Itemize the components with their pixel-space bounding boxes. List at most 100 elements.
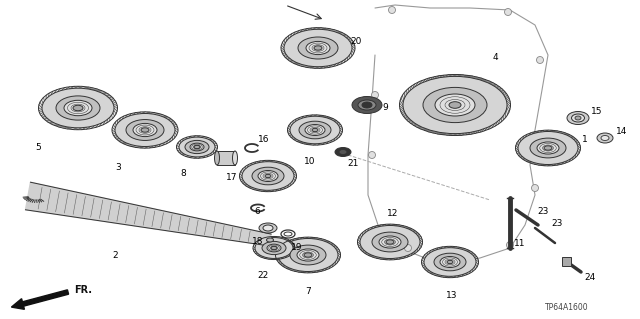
Text: 17: 17 (227, 174, 237, 182)
Ellipse shape (232, 151, 237, 165)
Ellipse shape (255, 238, 293, 258)
Ellipse shape (267, 244, 281, 252)
Ellipse shape (194, 145, 200, 149)
Text: 9: 9 (382, 103, 388, 113)
Ellipse shape (567, 112, 589, 124)
Ellipse shape (597, 133, 613, 143)
Ellipse shape (515, 130, 580, 166)
Text: 5: 5 (35, 144, 41, 152)
Ellipse shape (284, 29, 352, 67)
Ellipse shape (290, 245, 326, 265)
Text: 23: 23 (551, 219, 563, 228)
Ellipse shape (297, 249, 319, 261)
Ellipse shape (386, 240, 394, 244)
Ellipse shape (287, 115, 342, 145)
Circle shape (371, 92, 378, 99)
Ellipse shape (312, 128, 318, 132)
Ellipse shape (422, 246, 479, 278)
Ellipse shape (518, 131, 578, 165)
Text: 6: 6 (254, 206, 260, 216)
Ellipse shape (424, 248, 476, 276)
Ellipse shape (56, 96, 100, 120)
Ellipse shape (133, 123, 157, 137)
Ellipse shape (190, 143, 204, 151)
Ellipse shape (290, 116, 340, 144)
FancyArrow shape (12, 290, 68, 309)
Text: 2: 2 (112, 250, 118, 259)
Ellipse shape (544, 146, 552, 150)
Ellipse shape (275, 237, 340, 273)
Ellipse shape (73, 105, 83, 111)
Ellipse shape (258, 170, 278, 182)
Ellipse shape (262, 241, 286, 255)
Ellipse shape (362, 102, 372, 108)
Ellipse shape (242, 162, 294, 190)
Text: 14: 14 (616, 128, 628, 137)
FancyBboxPatch shape (561, 256, 570, 265)
Ellipse shape (358, 224, 422, 260)
Ellipse shape (305, 124, 325, 136)
Ellipse shape (339, 150, 347, 154)
Ellipse shape (179, 137, 215, 157)
Ellipse shape (259, 223, 277, 233)
Text: 3: 3 (115, 164, 121, 173)
Text: 20: 20 (350, 38, 362, 47)
Ellipse shape (423, 87, 487, 122)
Ellipse shape (447, 260, 453, 263)
Ellipse shape (263, 225, 273, 231)
Ellipse shape (440, 256, 460, 268)
Ellipse shape (299, 121, 331, 139)
Ellipse shape (379, 236, 401, 248)
Ellipse shape (112, 112, 178, 148)
Text: 10: 10 (304, 158, 316, 167)
Ellipse shape (306, 41, 330, 55)
Text: 16: 16 (259, 136, 269, 145)
Ellipse shape (252, 167, 284, 185)
Ellipse shape (214, 151, 220, 165)
Ellipse shape (530, 138, 566, 158)
Text: 7: 7 (305, 286, 311, 295)
Circle shape (388, 6, 396, 13)
Ellipse shape (358, 100, 376, 110)
Text: 19: 19 (291, 242, 303, 251)
Text: 11: 11 (515, 239, 525, 248)
Ellipse shape (278, 239, 338, 271)
Text: 8: 8 (180, 168, 186, 177)
Circle shape (536, 56, 543, 63)
Ellipse shape (304, 253, 312, 257)
Text: 13: 13 (446, 291, 458, 300)
Text: 22: 22 (257, 271, 269, 279)
Ellipse shape (64, 100, 92, 116)
Ellipse shape (572, 114, 584, 122)
Ellipse shape (185, 140, 209, 154)
Text: 1: 1 (582, 136, 588, 145)
Ellipse shape (253, 236, 295, 260)
Ellipse shape (403, 76, 507, 134)
Ellipse shape (360, 226, 420, 258)
Ellipse shape (298, 37, 338, 59)
Text: 24: 24 (584, 273, 596, 283)
Circle shape (506, 241, 513, 249)
Ellipse shape (271, 246, 277, 250)
Ellipse shape (177, 136, 218, 158)
Text: 23: 23 (538, 207, 548, 217)
Ellipse shape (335, 147, 351, 157)
Text: 18: 18 (252, 238, 264, 247)
Text: 15: 15 (591, 108, 603, 116)
Ellipse shape (352, 97, 382, 114)
Ellipse shape (126, 120, 164, 140)
Text: TP64A1600: TP64A1600 (545, 303, 589, 313)
Circle shape (504, 9, 511, 16)
Ellipse shape (537, 142, 559, 154)
Ellipse shape (434, 253, 466, 271)
Ellipse shape (239, 160, 296, 192)
Ellipse shape (601, 136, 609, 140)
Ellipse shape (449, 102, 461, 108)
Ellipse shape (265, 174, 271, 178)
Circle shape (369, 152, 376, 159)
Ellipse shape (281, 28, 355, 68)
Ellipse shape (435, 94, 475, 116)
Ellipse shape (115, 114, 175, 146)
Ellipse shape (575, 116, 581, 120)
Ellipse shape (141, 128, 149, 132)
